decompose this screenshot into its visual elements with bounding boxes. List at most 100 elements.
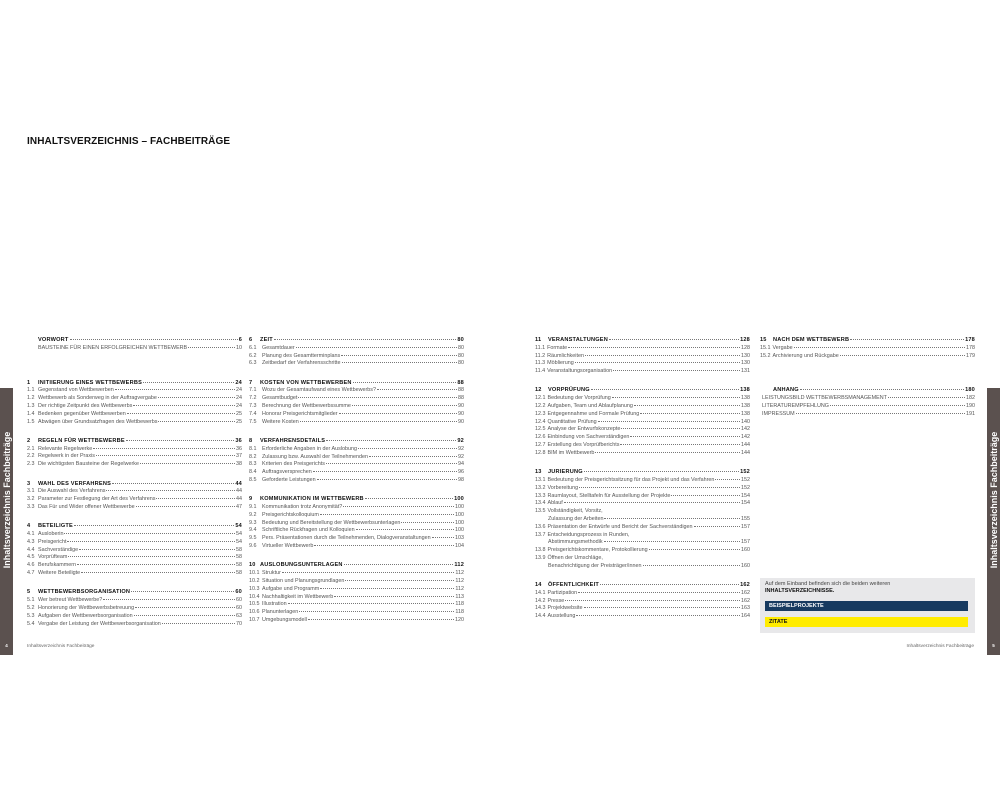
toc-entry[interactable]: BAUSTEINE FÜR EINEN ERFOLGREICHEN WETTBE… <box>27 345 242 353</box>
toc-chapter-heading[interactable]: 14 ÖFFENTLICHKEIT 162 <box>535 582 750 590</box>
toc-entry[interactable]: 6.1 Gesamtdauer 80 <box>249 345 464 353</box>
toc-entry[interactable]: 7.4 Honorar Preisgerichtsmitglieder 90 <box>249 411 464 419</box>
toc-chapter-heading[interactable]: 1 INITIIERUNG EINES WETTBEWERBS 24 <box>27 380 242 388</box>
toc-entry[interactable]: 13.6 Präsentation der Entwürfe und Berich… <box>535 524 750 532</box>
toc-entry[interactable]: 13.5 Vollständigkeit, Vorsitz, <box>535 508 750 516</box>
toc-entry[interactable]: 14.2 Presse 162 <box>535 598 750 606</box>
toc-chapter-heading[interactable]: 15 NACH DEM WETTBEWERB 178 <box>760 337 975 345</box>
toc-entry[interactable]: 6.3 Zeitbedarf der Verfahrensschritte 80 <box>249 360 464 368</box>
toc-entry[interactable]: 10.1 Struktur 112 <box>249 570 464 578</box>
toc-entry[interactable]: 2.1 Relevante Regelwerke 36 <box>27 446 242 454</box>
toc-entry[interactable]: 5.4 Vergabe der Leistung der Wettbewerbso… <box>27 621 242 629</box>
toc-entry[interactable]: 12.2 Aufgaben, Team und Ablaufplanung 138 <box>535 403 750 411</box>
toc-entry-continued[interactable]: Zulassung der Arbeiten 155 <box>535 516 750 524</box>
toc-chapter-heading[interactable]: 8 VERFAHRENSDETAILS 92 <box>249 438 464 446</box>
toc-entry[interactable]: 9.3 Bedeutung und Bereitstellung der Wett… <box>249 520 464 528</box>
toc-entry[interactable]: 3.3 Das Für und Wider offener Wettbewerbe… <box>27 504 242 512</box>
toc-entry[interactable]: 9.2 Preisgerichtskolloquium 100 <box>249 512 464 520</box>
toc-entry[interactable]: 13.8 Preisgerichtskommentare, Protokollie… <box>535 547 750 555</box>
toc-entry[interactable]: LITERATUREMPFEHLUNG 190 <box>760 403 975 411</box>
toc-chapter-heading[interactable]: 3 WAHL DES VERFAHRENS 44 <box>27 481 242 489</box>
toc-entry[interactable]: 13.3 Raumlayout, Stelltafeln für Ausstell… <box>535 493 750 501</box>
toc-entry[interactable]: 3.2 Parameter zur Festlegung der Art des … <box>27 496 242 504</box>
toc-entry[interactable]: 5.3 Aufgaben der Wettbewerbsorganisation 6… <box>27 613 242 621</box>
toc-entry[interactable]: 13.7 Entscheidungsprozess in Runden, <box>535 532 750 540</box>
toc-entry[interactable]: 10.5 Illustration 118 <box>249 601 464 609</box>
toc-chapter-heading[interactable]: 11 VERANSTALTUNGEN 128 <box>535 337 750 345</box>
toc-entry[interactable]: 13.4 Ablauf 154 <box>535 500 750 508</box>
toc-entry[interactable]: 13.1 Bedeutung der Preisgerichtssitzung f… <box>535 477 750 485</box>
toc-entry[interactable]: 8.4 Auftragsversprechen 96 <box>249 469 464 477</box>
toc-chapter-heading[interactable]: 5 WETTBEWERBSORGANISATION 60 <box>27 589 242 597</box>
toc-entry[interactable]: 14.4 Ausstellung 164 <box>535 613 750 621</box>
toc-entry[interactable]: 12.1 Bedeutung der Vorprüfung 138 <box>535 395 750 403</box>
toc-chapter-heading[interactable]: ANHANG 180 <box>760 387 975 395</box>
toc-entry[interactable]: 10.2 Situation und Planungsgrundlagen 112 <box>249 578 464 586</box>
toc-entry[interactable]: 7.3 Berechnung der Wettbewerbssumme 90 <box>249 403 464 411</box>
toc-entry[interactable]: 15.1 Vergabe 178 <box>760 345 975 353</box>
toc-entry[interactable]: 3.1 Die Auswahl des Verfahrens 44 <box>27 488 242 496</box>
toc-entry[interactable]: 13.9 Öffnen der Umschläge, <box>535 555 750 563</box>
toc-entry[interactable]: 1.2 Wettbewerb als Sonderweg in der Auftr… <box>27 395 242 403</box>
toc-chapter-heading[interactable]: 13 JURIERUNG 152 <box>535 469 750 477</box>
toc-chapter-heading[interactable]: 7 KOSTEN VON WETTBEWERBEN 88 <box>249 380 464 388</box>
toc-entry[interactable]: 4.1 Ausloberin 54 <box>27 531 242 539</box>
toc-entry[interactable]: 12.4 Quantitative Prüfung 140 <box>535 419 750 427</box>
toc-entry[interactable]: 12.7 Erstellung des Vorprüfberichts 144 <box>535 442 750 450</box>
toc-entry[interactable]: 9.1 Kommunikation trotz Anonymität? 100 <box>249 504 464 512</box>
toc-entry[interactable]: 9.5 Pers. Präsentationen durch die Teilne… <box>249 535 464 543</box>
toc-entry[interactable]: IMPRESSUM 191 <box>760 411 975 419</box>
toc-entry[interactable]: 8.1 Erforderliche Angaben in der Auslobun… <box>249 446 464 454</box>
toc-entry[interactable]: 9.6 Virtueller Wettbewerb 104 <box>249 543 464 551</box>
toc-entry[interactable]: 8.2 Zulassung bzw. Auswahl der Teilnehmen… <box>249 454 464 462</box>
toc-entry[interactable]: 4.4 Sachverständige 58 <box>27 547 242 555</box>
toc-chapter-heading[interactable]: 4 BETEILIGTE 54 <box>27 523 242 531</box>
toc-chapter-heading[interactable]: 2 REGELN FÜR WETTBEWERBE 36 <box>27 438 242 446</box>
toc-entry[interactable]: 6.2 Planung des Gesamtterminplans 80 <box>249 353 464 361</box>
zitate-link[interactable]: ZITATE <box>765 617 968 627</box>
toc-chapter-heading[interactable]: VORWORT 6 <box>27 337 242 345</box>
toc-chapter-heading[interactable]: 12 VORPRÜFUNG 138 <box>535 387 750 395</box>
toc-entry[interactable]: 11.2 Räumlichkeiten 130 <box>535 353 750 361</box>
toc-entry[interactable]: 8.5 Geforderte Leistungen 98 <box>249 477 464 485</box>
toc-entry[interactable]: 12.5 Analyse der Entwurfskonzepte 142 <box>535 426 750 434</box>
toc-entry[interactable]: 10.4 Nachhaltigkeit im Wettbewerb 113 <box>249 594 464 602</box>
toc-chapter-heading[interactable]: 10 AUSLOBUNGSUNTERLAGEN 112 <box>249 562 464 570</box>
toc-entry[interactable]: 7.1 Wozu der Gesamtaufwand eines Wettbewe… <box>249 387 464 395</box>
toc-entry[interactable]: 12.6 Einbindung von Sachverständigen 142 <box>535 434 750 442</box>
toc-entry[interactable]: 11.3 Möblierung 130 <box>535 360 750 368</box>
toc-entry[interactable]: 10.3 Aufgabe und Programm 112 <box>249 586 464 594</box>
toc-entry[interactable]: 12.8 BIM im Wettbewerb 144 <box>535 450 750 458</box>
toc-entry[interactable]: 12.3 Entgegennahme und Formale Prüfung 138 <box>535 411 750 419</box>
toc-entry[interactable]: 4.5 Vorprüfteam 58 <box>27 554 242 562</box>
toc-entry[interactable]: 8.3 Kriterien des Preisgerichts 94 <box>249 461 464 469</box>
toc-entry[interactable]: 14.3 Projektwebsite 163 <box>535 605 750 613</box>
toc-entry[interactable]: 1.3 Der richtige Zeitpunkt des Wettbewerb… <box>27 403 242 411</box>
toc-chapter-heading[interactable]: 6 ZEIT 80 <box>249 337 464 345</box>
toc-entry[interactable]: 10.6 Planunterlagen 118 <box>249 609 464 617</box>
toc-entry[interactable]: 11.4 Veranstaltungsorganisation 131 <box>535 368 750 376</box>
toc-entry[interactable]: 5.2 Honorierung der Wettbewerbsbetreuung 6… <box>27 605 242 613</box>
toc-entry[interactable]: LEISTUNGSBILD WETTBEWERBSMANAGEMENT 182 <box>760 395 975 403</box>
toc-entry[interactable]: 4.3 Preisgericht 54 <box>27 539 242 547</box>
toc-entry[interactable]: 7.5 Weitere Kosten 90 <box>249 419 464 427</box>
toc-entry[interactable]: 11.1 Formate 128 <box>535 345 750 353</box>
toc-entry[interactable]: 2.3 Die wichtigsten Bausteine der Regelwe… <box>27 461 242 469</box>
toc-entry[interactable]: 14.1 Partizipation 162 <box>535 590 750 598</box>
toc-entry[interactable]: 1.4 Bedenken gegenüber Wettbewerben 25 <box>27 411 242 419</box>
toc-entry[interactable]: 15.2 Archivierung und Rückgabe 179 <box>760 353 975 361</box>
beispielprojekte-link[interactable]: BEISPIELPROJEKTE <box>765 601 968 611</box>
toc-chapter-heading[interactable]: 9 KOMMUNIKATION IM WETTBEWERB 100 <box>249 496 464 504</box>
toc-entry[interactable]: 9.4 Schriftliche Rückfragen und Kolloquie… <box>249 527 464 535</box>
toc-entry[interactable]: 1.5 Abwägen über Grundsatzfragen des Wett… <box>27 419 242 427</box>
toc-entry-continued[interactable]: Benachrichtigung der Preisträger/innen 16… <box>535 563 750 571</box>
toc-entry[interactable]: 2.2 Regelwerk in der Praxis 37 <box>27 453 242 461</box>
toc-entry[interactable]: 4.6 Berufskammern 58 <box>27 562 242 570</box>
toc-entry[interactable]: 5.1 Wer betreut Wettbewerbe? 60 <box>27 597 242 605</box>
toc-entry[interactable]: 7.2 Gesamtbudget 88 <box>249 395 464 403</box>
toc-entry[interactable]: 1.1 Gegenstand von Wettbewerben 24 <box>27 387 242 395</box>
toc-entry-continued[interactable]: Abstimmungsmethodik 157 <box>535 539 750 547</box>
toc-entry[interactable]: 4.7 Weitere Beteiligte 58 <box>27 570 242 578</box>
toc-entry[interactable]: 13.2 Vorbereitung 152 <box>535 485 750 493</box>
toc-entry[interactable]: 10.7 Umgebungsmodell 120 <box>249 617 464 625</box>
